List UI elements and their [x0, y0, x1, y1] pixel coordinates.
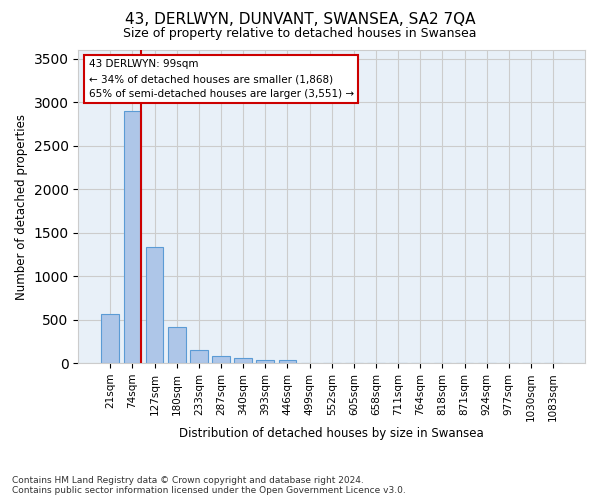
- Bar: [234, 358, 252, 363]
- Text: Size of property relative to detached houses in Swansea: Size of property relative to detached ho…: [123, 28, 477, 40]
- Bar: [256, 360, 274, 363]
- X-axis label: Distribution of detached houses by size in Swansea: Distribution of detached houses by size …: [179, 427, 484, 440]
- Text: 43 DERLWYN: 99sqm
← 34% of detached houses are smaller (1,868)
65% of semi-detac: 43 DERLWYN: 99sqm ← 34% of detached hous…: [89, 60, 353, 99]
- Bar: [146, 248, 163, 363]
- Bar: [212, 356, 230, 363]
- Bar: [168, 328, 185, 363]
- Bar: [190, 350, 208, 363]
- Y-axis label: Number of detached properties: Number of detached properties: [15, 114, 28, 300]
- Bar: [124, 111, 141, 363]
- Bar: [101, 314, 119, 363]
- Text: 43, DERLWYN, DUNVANT, SWANSEA, SA2 7QA: 43, DERLWYN, DUNVANT, SWANSEA, SA2 7QA: [125, 12, 475, 28]
- Bar: [278, 360, 296, 363]
- Text: Contains HM Land Registry data © Crown copyright and database right 2024.
Contai: Contains HM Land Registry data © Crown c…: [12, 476, 406, 495]
